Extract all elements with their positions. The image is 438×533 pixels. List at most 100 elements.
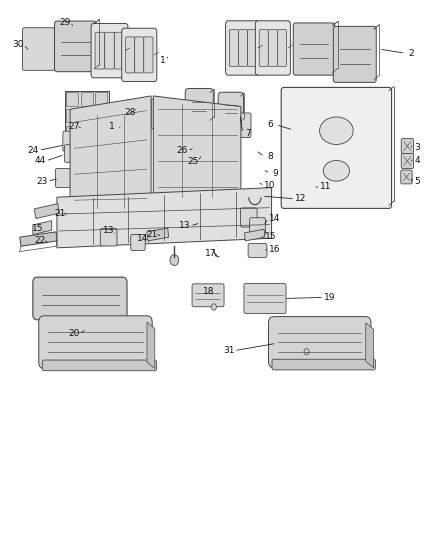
FancyBboxPatch shape [401, 154, 413, 168]
FancyBboxPatch shape [131, 235, 145, 251]
Text: 1: 1 [109, 122, 115, 131]
Bar [95, 92, 107, 106]
FancyBboxPatch shape [240, 208, 257, 227]
Text: 23: 23 [36, 177, 48, 185]
Bar [81, 109, 93, 123]
Circle shape [170, 255, 179, 265]
FancyBboxPatch shape [185, 88, 213, 125]
Text: 3: 3 [414, 143, 420, 151]
Bar [66, 142, 78, 156]
FancyBboxPatch shape [239, 30, 247, 67]
FancyBboxPatch shape [277, 30, 286, 67]
FancyBboxPatch shape [55, 168, 74, 188]
Text: 4: 4 [414, 157, 420, 165]
Polygon shape [57, 188, 272, 248]
Polygon shape [70, 96, 151, 213]
FancyBboxPatch shape [250, 217, 265, 236]
Ellipse shape [320, 117, 353, 144]
FancyBboxPatch shape [272, 359, 375, 370]
FancyBboxPatch shape [244, 284, 286, 313]
Text: 27: 27 [68, 123, 79, 131]
FancyBboxPatch shape [230, 30, 239, 67]
Text: 17: 17 [205, 249, 216, 258]
FancyBboxPatch shape [105, 32, 114, 69]
Bar [66, 109, 78, 123]
Text: 18: 18 [203, 287, 214, 296]
FancyBboxPatch shape [135, 37, 144, 73]
FancyBboxPatch shape [91, 23, 128, 78]
FancyBboxPatch shape [238, 113, 251, 138]
FancyBboxPatch shape [122, 28, 157, 82]
Bar [95, 126, 107, 139]
Bar [65, 91, 109, 157]
Text: 11: 11 [320, 182, 332, 191]
Text: 26: 26 [177, 147, 188, 155]
FancyBboxPatch shape [54, 21, 96, 71]
Bar [81, 142, 93, 156]
Text: 22: 22 [35, 237, 46, 245]
Text: 15: 15 [265, 232, 277, 241]
FancyBboxPatch shape [401, 170, 412, 184]
FancyBboxPatch shape [126, 37, 135, 73]
Text: 21: 21 [147, 230, 158, 239]
Text: 44: 44 [35, 157, 46, 165]
FancyBboxPatch shape [127, 100, 138, 124]
FancyBboxPatch shape [247, 30, 257, 67]
FancyBboxPatch shape [39, 316, 152, 369]
Bar [95, 109, 107, 123]
FancyBboxPatch shape [63, 131, 73, 151]
Text: 9: 9 [272, 169, 279, 177]
FancyBboxPatch shape [151, 99, 164, 129]
Text: 13: 13 [103, 226, 114, 235]
Polygon shape [33, 221, 52, 235]
Text: 14: 14 [268, 214, 280, 223]
FancyBboxPatch shape [281, 87, 392, 208]
FancyBboxPatch shape [255, 21, 290, 75]
FancyBboxPatch shape [33, 277, 127, 320]
Polygon shape [147, 322, 155, 369]
Text: 10: 10 [264, 181, 276, 190]
FancyBboxPatch shape [401, 139, 413, 154]
Polygon shape [244, 229, 265, 241]
Bar [81, 126, 93, 139]
Text: 20: 20 [68, 329, 79, 338]
FancyBboxPatch shape [333, 26, 376, 82]
Text: 8: 8 [267, 152, 273, 161]
Text: 14: 14 [137, 235, 148, 243]
FancyBboxPatch shape [248, 244, 267, 257]
FancyBboxPatch shape [22, 28, 54, 70]
Bar [66, 126, 78, 139]
FancyBboxPatch shape [293, 23, 335, 75]
FancyBboxPatch shape [268, 30, 277, 67]
Text: 2: 2 [408, 49, 413, 58]
Polygon shape [20, 232, 57, 246]
FancyBboxPatch shape [114, 32, 124, 69]
Text: 28: 28 [124, 108, 135, 117]
Text: 15: 15 [32, 224, 43, 232]
FancyBboxPatch shape [95, 32, 105, 69]
FancyBboxPatch shape [192, 284, 224, 307]
Text: 25: 25 [187, 157, 198, 166]
Polygon shape [34, 204, 59, 219]
FancyBboxPatch shape [144, 37, 153, 73]
Text: 21: 21 [54, 209, 65, 217]
Ellipse shape [323, 160, 350, 181]
Polygon shape [366, 323, 374, 368]
FancyBboxPatch shape [100, 228, 117, 246]
Text: 24: 24 [28, 146, 39, 155]
Text: 19: 19 [324, 293, 335, 302]
FancyBboxPatch shape [226, 21, 261, 75]
Text: 12: 12 [295, 195, 306, 203]
Bar [66, 92, 78, 106]
FancyBboxPatch shape [42, 360, 157, 371]
Circle shape [304, 349, 309, 355]
Polygon shape [153, 96, 241, 211]
Text: 6: 6 [268, 120, 274, 129]
FancyBboxPatch shape [218, 92, 244, 126]
Text: 31: 31 [223, 346, 234, 355]
Text: 5: 5 [414, 177, 420, 185]
Circle shape [211, 304, 216, 310]
Bar [81, 92, 93, 106]
Bar [95, 142, 107, 156]
Text: 30: 30 [13, 41, 24, 49]
